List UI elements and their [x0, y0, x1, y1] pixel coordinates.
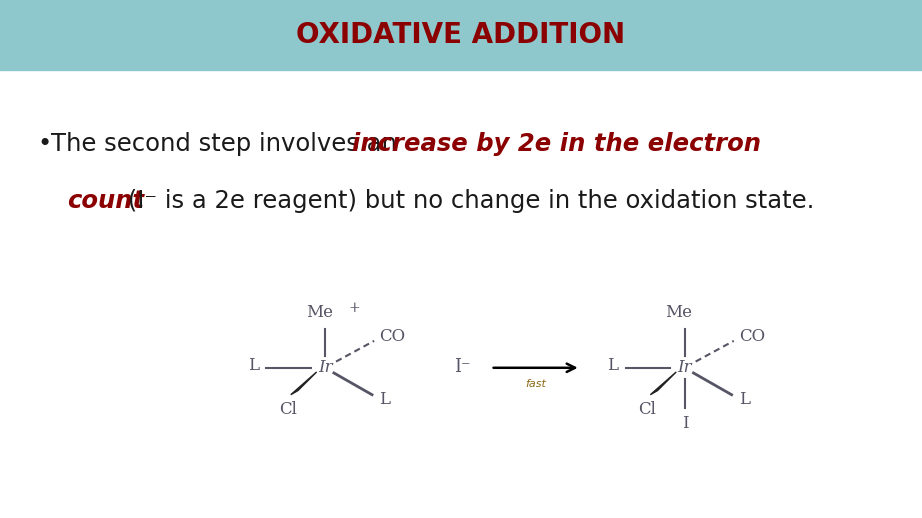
Text: Me: Me	[666, 304, 692, 321]
Text: Ir: Ir	[678, 359, 692, 376]
Text: L: L	[379, 392, 390, 408]
Text: CO: CO	[739, 328, 765, 345]
Text: I: I	[681, 415, 688, 433]
Text: Me: Me	[306, 304, 333, 321]
Text: Ir: Ir	[318, 359, 333, 376]
Polygon shape	[290, 372, 316, 395]
Text: count: count	[67, 189, 145, 213]
Text: increase by 2e in the electron: increase by 2e in the electron	[352, 132, 762, 156]
Text: The second step involves an: The second step involves an	[51, 132, 405, 156]
Text: CO: CO	[379, 328, 406, 345]
Text: L: L	[739, 392, 750, 408]
Text: L: L	[248, 357, 259, 373]
Text: Cl: Cl	[639, 401, 656, 419]
FancyBboxPatch shape	[0, 0, 922, 70]
Text: OXIDATIVE ADDITION: OXIDATIVE ADDITION	[297, 21, 625, 49]
Text: •: •	[37, 132, 51, 156]
Text: fast: fast	[526, 379, 546, 389]
Polygon shape	[650, 372, 676, 395]
Text: Cl: Cl	[279, 401, 297, 419]
Text: I⁻: I⁻	[454, 358, 470, 376]
Text: L: L	[608, 357, 619, 373]
Text: (I⁻ is a 2e reagent) but no change in the oxidation state.: (I⁻ is a 2e reagent) but no change in th…	[120, 189, 814, 213]
Text: +: +	[349, 301, 360, 315]
